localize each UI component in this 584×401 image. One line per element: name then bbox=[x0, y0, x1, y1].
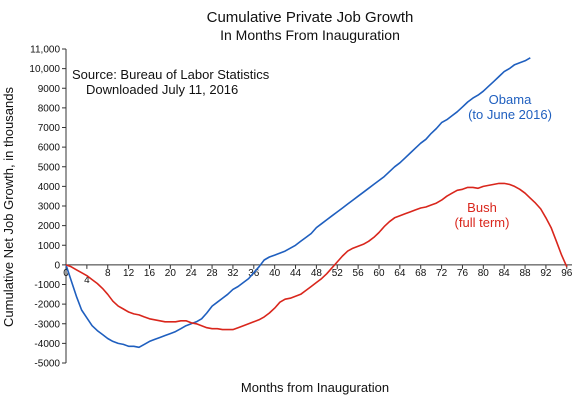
x-tick-label: 12 bbox=[123, 268, 135, 279]
y-tick-label: 6000 bbox=[38, 143, 61, 154]
y-tick-label: 1000 bbox=[38, 241, 61, 252]
x-tick-label: 64 bbox=[394, 268, 406, 279]
y-tick-label: 4000 bbox=[38, 182, 61, 193]
obama-label-line-2: (to June 2016) bbox=[468, 107, 552, 122]
y-tick-label: -1000 bbox=[34, 280, 60, 291]
series-line-bush bbox=[65, 182, 568, 331]
x-tick-label: 88 bbox=[519, 268, 531, 279]
x-tick-label: 96 bbox=[561, 268, 573, 279]
x-axis-label: Months from Inauguration bbox=[241, 380, 389, 395]
x-tick-label: 0 bbox=[63, 268, 69, 279]
x-tick-label: 40 bbox=[269, 268, 281, 279]
obama-label-line-1: Obama bbox=[489, 92, 532, 107]
x-tick-label: 44 bbox=[290, 268, 302, 279]
x-tick-label: 68 bbox=[415, 268, 427, 279]
x-tick-label: 16 bbox=[144, 268, 156, 279]
x-tick-label: 72 bbox=[436, 268, 448, 279]
x-ticks: 048 12 16 20 24 28 32 36 40 44 48 52 56 60 64 68 72 76 80 8… bbox=[63, 264, 573, 286]
x-tick-label: 76 bbox=[457, 268, 469, 279]
x-tick-label: 24 bbox=[186, 268, 198, 279]
y-tick-label: -5000 bbox=[34, 359, 60, 370]
x-tick-label: 28 bbox=[206, 268, 218, 279]
y-tick-label: 7000 bbox=[38, 123, 61, 134]
x-tick-label: 56 bbox=[353, 268, 365, 279]
chart-title: Cumulative Private Job Growth bbox=[207, 9, 414, 26]
y-tick-label: 10,000 bbox=[29, 64, 60, 75]
y-tick-label: 2000 bbox=[38, 221, 61, 232]
x-tick-label: 8 bbox=[105, 268, 111, 279]
y-tick-label: 3000 bbox=[38, 202, 61, 213]
bush-label-line-1: Bush bbox=[467, 200, 497, 215]
x-tick-label: 48 bbox=[311, 268, 323, 279]
x-tick-label: 92 bbox=[540, 268, 552, 279]
y-tick-label: 11,000 bbox=[30, 45, 60, 56]
y-tick-label: 5000 bbox=[38, 162, 61, 173]
source-note-line-1: Source: Bureau of Labor Statistics bbox=[72, 67, 270, 82]
y-ticks: -5000-4000-3000-2000-1000010002000300040… bbox=[29, 45, 66, 370]
y-tick-label: -3000 bbox=[34, 319, 60, 330]
plot-area: -5000-4000-3000-2000-1000010002000300040… bbox=[29, 45, 572, 370]
series-line-obama bbox=[65, 57, 531, 349]
x-tick-label: 52 bbox=[332, 268, 344, 279]
y-tick-label: 0 bbox=[54, 260, 60, 271]
x-tick-label: 60 bbox=[373, 268, 385, 279]
y-tick-label: 9000 bbox=[38, 84, 61, 95]
source-note-line-2: Downloaded July 11, 2016 bbox=[86, 82, 238, 97]
x-tick-label: 4 bbox=[84, 275, 90, 286]
chart-subtitle: In Months From Inauguration bbox=[220, 27, 400, 43]
x-tick-label: 80 bbox=[478, 268, 490, 279]
series-lines bbox=[65, 57, 568, 349]
y-tick-label: -4000 bbox=[34, 339, 60, 350]
x-tick-label: 20 bbox=[165, 268, 177, 279]
y-tick-label: -2000 bbox=[34, 300, 60, 311]
x-tick-label: 84 bbox=[499, 268, 511, 279]
y-tick-label: 8000 bbox=[38, 103, 61, 114]
y-axis-label: Cumulative Net Job Growth, in thousands bbox=[1, 87, 16, 327]
bush-label-line-2: (full term) bbox=[455, 215, 510, 230]
x-tick-label: 32 bbox=[227, 268, 239, 279]
